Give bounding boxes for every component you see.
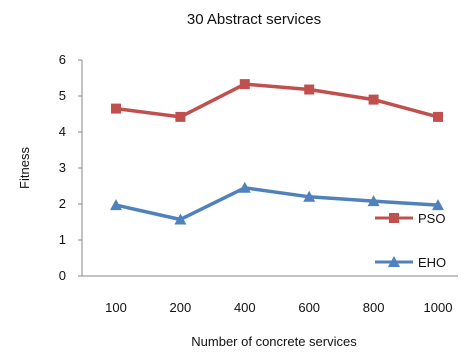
legend-marker-pso <box>389 213 399 223</box>
series-line-eho <box>115 186 439 222</box>
series-layer <box>110 79 444 225</box>
x-tick-label: 800 <box>363 300 385 315</box>
data-point-eho <box>174 213 187 225</box>
data-point-pso <box>304 84 315 95</box>
y-tick-label: 3 <box>59 160 66 175</box>
legend-label-pso: PSO <box>418 211 445 226</box>
x-tick-label: 600 <box>298 300 320 315</box>
x-ticks: 100 200 400 600 800 1000 <box>105 300 452 315</box>
y-tick-label: 6 <box>59 52 66 67</box>
data-point-pso <box>111 103 121 114</box>
data-point-eho <box>303 190 316 202</box>
series-line-pso <box>115 82 439 119</box>
data-point-eho <box>432 199 444 211</box>
data-point-pso <box>239 79 250 90</box>
x-tick-label: 200 <box>170 300 192 315</box>
legend-marker-eho <box>388 256 400 267</box>
data-point-pso <box>368 94 379 105</box>
y-ticks: 0 1 2 3 4 5 6 <box>59 52 82 283</box>
y-axis-label: Fitness <box>17 147 32 189</box>
y-tick-label: 1 <box>59 232 66 247</box>
x-axis-label: Number of concrete services <box>191 334 357 349</box>
x-tick-label: 100 <box>105 300 127 315</box>
data-point-eho <box>110 199 122 211</box>
chart-title: 30 Abstract services <box>187 11 321 28</box>
data-point-eho <box>367 195 380 207</box>
data-point-eho <box>238 181 251 193</box>
x-tick-label: 400 <box>234 300 256 315</box>
y-tick-label: 0 <box>59 268 66 283</box>
y-tick-label: 4 <box>59 124 66 139</box>
x-tick-label: 1000 <box>424 300 453 315</box>
legend-label-eho: EHO <box>418 255 446 270</box>
y-tick-label: 2 <box>59 196 66 211</box>
legend: PSO EHO <box>375 211 446 270</box>
data-point-pso <box>175 111 186 122</box>
y-tick-label: 5 <box>59 88 66 103</box>
data-point-pso <box>433 111 443 122</box>
